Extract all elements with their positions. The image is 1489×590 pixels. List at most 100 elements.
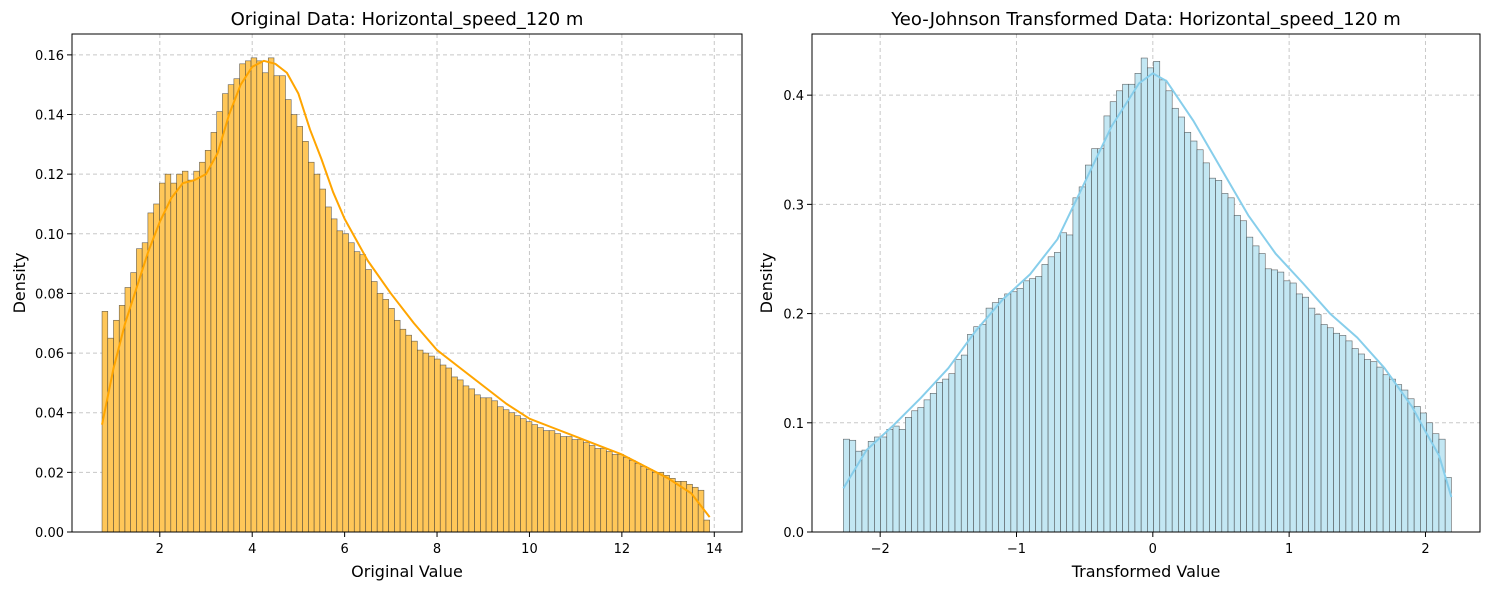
- histogram-bar: [1320, 324, 1328, 533]
- histogram-bar: [646, 469, 653, 533]
- histogram-bar: [1097, 148, 1105, 533]
- histogram-bar: [1246, 236, 1254, 533]
- histogram-bar: [669, 478, 676, 533]
- histogram-bar: [325, 206, 332, 533]
- histogram-bar: [417, 349, 424, 533]
- x-tick-label: 2: [156, 542, 164, 557]
- x-tick-label: 4: [248, 542, 256, 557]
- histogram-bar: [1178, 116, 1185, 533]
- histogram-bar: [973, 326, 981, 533]
- histogram-bar: [514, 415, 521, 533]
- histogram-bar: [1364, 359, 1372, 533]
- histogram-bar: [703, 519, 710, 533]
- histogram-bar: [874, 436, 881, 533]
- histogram-bar: [867, 441, 875, 533]
- histogram-bar: [359, 254, 367, 533]
- y-tick-label: 0.12: [35, 168, 64, 183]
- histogram-bar: [1277, 271, 1285, 533]
- histogram-bar: [600, 448, 607, 533]
- y-tick-label: 0.16: [35, 49, 64, 64]
- histogram-bar: [560, 436, 567, 533]
- histogram-bar: [462, 385, 470, 533]
- histogram-bar: [222, 93, 229, 533]
- original-histogram-chart: Original Data: Horizontal_speed_120 m Or…: [10, 9, 743, 581]
- histogram-bar: [1041, 264, 1049, 533]
- histogram-bar: [1165, 90, 1173, 533]
- histogram-bar: [1252, 245, 1260, 533]
- histogram-bar: [892, 425, 900, 533]
- histogram-bar: [445, 367, 453, 533]
- histogram-bar: [1128, 83, 1136, 533]
- histogram-bar: [130, 272, 137, 533]
- histogram-bar: [629, 460, 636, 533]
- histogram-bar: [1382, 374, 1390, 533]
- histogram-bar: [1153, 61, 1161, 533]
- histogram-bar: [577, 439, 584, 533]
- y-tick-label: 0.00: [35, 526, 64, 541]
- kde-curve: [842, 72, 1453, 498]
- histogram-bar: [929, 393, 937, 533]
- histogram-bar: [1147, 67, 1154, 533]
- histogram-bar: [256, 60, 263, 533]
- histogram-bar: [537, 427, 544, 533]
- histogram-bar: [583, 442, 590, 533]
- histogram-bar: [1159, 79, 1167, 533]
- histogram-bar: [954, 359, 962, 533]
- histogram-bar: [991, 302, 999, 533]
- histogram-bar: [898, 429, 906, 533]
- histogram-bar: [617, 454, 624, 533]
- histogram-bar: [1053, 252, 1061, 533]
- histogram-bar: [262, 72, 269, 533]
- plot-area: −2 −1 0 1 2 0.0 0.1 0.2 0.3 0.4: [783, 33, 1481, 557]
- histogram-bar: [1401, 389, 1409, 533]
- y-axis-label: Density: [10, 253, 29, 314]
- x-tick-label: −1: [1007, 542, 1026, 557]
- histogram-bar: [663, 475, 670, 533]
- histogram-bar: [640, 466, 647, 533]
- histogram-bar: [457, 379, 464, 533]
- histogram-bar: [141, 242, 149, 533]
- histogram-bar: [411, 340, 418, 533]
- histogram-bar: [1184, 131, 1192, 533]
- histogram-bar: [905, 417, 912, 533]
- histogram-bar: [594, 448, 602, 533]
- histogram-bar: [1035, 276, 1043, 533]
- histogram-bar: [308, 161, 315, 533]
- histogram-bar: [210, 132, 217, 533]
- histogram-bar: [193, 170, 200, 533]
- histogram-bar: [1370, 361, 1378, 533]
- histogram-bar: [239, 63, 246, 533]
- histogram-bar: [1438, 438, 1446, 533]
- histogram-bar: [634, 463, 642, 533]
- histogram-bar: [1271, 269, 1278, 533]
- histogram-bar: [348, 242, 355, 533]
- histogram-bar: [998, 297, 1005, 533]
- histogram-bar: [485, 397, 493, 533]
- histogram-bar: [336, 230, 344, 533]
- x-tick-label: 8: [433, 542, 441, 557]
- y-tick-label: 0.10: [35, 228, 64, 243]
- histogram-bar: [502, 409, 510, 533]
- histogram-bar: [1413, 406, 1421, 533]
- histogram-bar: [606, 451, 613, 533]
- histogram-bar: [1060, 232, 1068, 533]
- y-tick-label: 0.04: [35, 407, 64, 422]
- histogram-bar: [1215, 180, 1223, 533]
- y-tick-label: 0.0: [783, 526, 804, 541]
- histogram-bar: [273, 75, 281, 533]
- histogram-bar: [674, 481, 682, 533]
- transformed-histogram-chart: Yeo-Johnson Transformed Data: Horizontal…: [757, 9, 1481, 581]
- x-tick-label: 10: [521, 542, 538, 557]
- histogram-bar: [1314, 314, 1322, 533]
- histogram-bar: [227, 84, 235, 533]
- histogram-bar: [159, 182, 166, 533]
- y-tick-label: 0.1: [783, 417, 804, 432]
- histogram-bar: [394, 319, 401, 533]
- x-tick-label: 2: [1421, 542, 1429, 557]
- histogram-bar: [1022, 280, 1030, 533]
- histogram-bar: [290, 114, 298, 533]
- histogram-bar: [1264, 268, 1272, 533]
- histogram-bar: [399, 328, 407, 533]
- histogram-bar: [1308, 307, 1316, 533]
